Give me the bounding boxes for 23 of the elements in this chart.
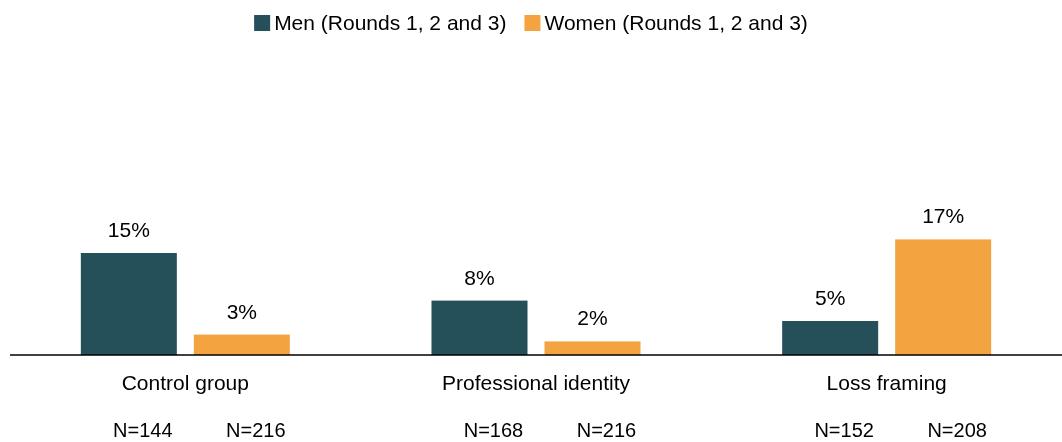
text: N=208 bbox=[927, 419, 987, 441]
bar bbox=[431, 300, 528, 355]
data-label: 8% bbox=[464, 265, 495, 289]
legend-label: Women (Rounds 1, 2 and 3) bbox=[544, 11, 808, 34]
data-label: 17% bbox=[922, 204, 965, 228]
data-label: 3% bbox=[226, 299, 258, 323]
legend-label: Men (Rounds 1, 2 and 3) bbox=[274, 11, 507, 34]
x-tick-label: Loss framing bbox=[826, 371, 947, 394]
x-tick-label: Professional identity bbox=[442, 371, 631, 394]
bar bbox=[895, 239, 992, 355]
bar bbox=[193, 334, 290, 355]
text: N=144 bbox=[113, 419, 173, 441]
bar bbox=[782, 321, 879, 355]
data-label: 15% bbox=[107, 218, 150, 241]
text: N=168 bbox=[463, 419, 524, 441]
bar bbox=[80, 253, 177, 355]
data-label: 2% bbox=[577, 306, 608, 330]
text: N=216 bbox=[226, 419, 286, 441]
text: N=152 bbox=[814, 419, 874, 441]
data-label: 5% bbox=[814, 286, 846, 309]
text: N=216 bbox=[576, 419, 637, 441]
bar bbox=[544, 341, 641, 355]
x-tick-label: Control group bbox=[121, 371, 249, 394]
